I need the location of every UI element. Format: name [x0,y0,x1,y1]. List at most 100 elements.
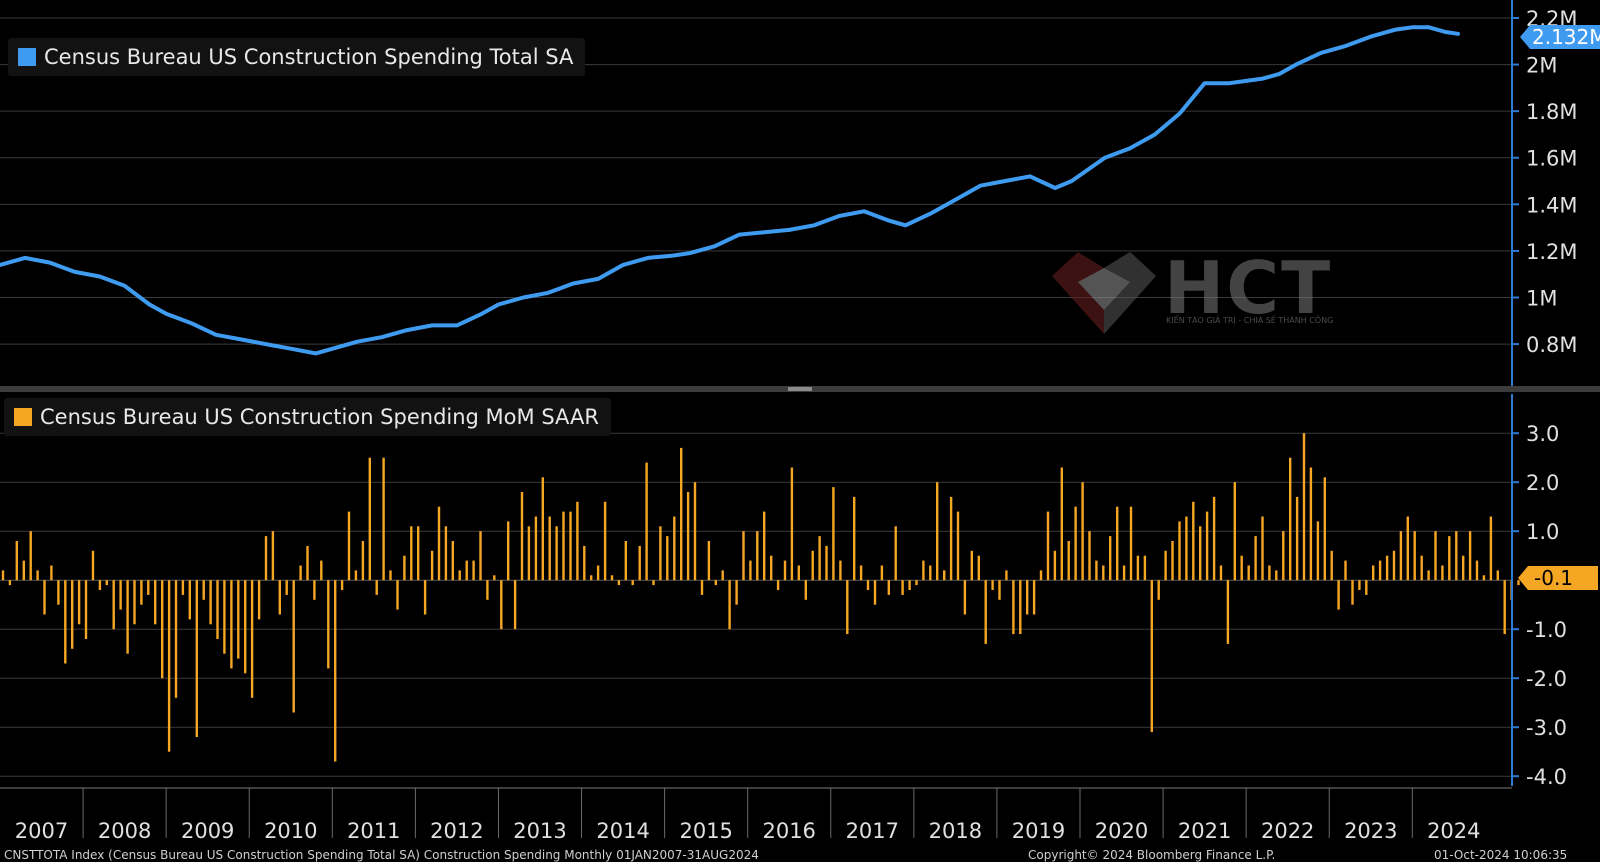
mom-bar [1517,580,1520,586]
bottom-legend: Census Bureau US Construction Spending M… [4,398,611,436]
mom-bar [1330,550,1333,581]
watermark-tagline: KIẾN TẠO GIÁ TRỊ - CHIA SẺ THÀNH CÔNG [1166,316,1334,325]
mom-bar [1323,477,1326,581]
mom-bar [880,565,884,581]
mom-bar [1254,536,1257,581]
mom-bar [29,531,32,581]
mom-bar [1282,531,1285,581]
year-label: 2007 [15,819,68,843]
bottom-tick-label: -3.0 [1526,716,1567,740]
mom-bar [417,526,420,581]
mom-bar [645,462,648,581]
mom-bar [1164,550,1167,581]
mom-bar [742,531,745,581]
mom-bar [1413,531,1416,581]
mom-bar [306,545,309,581]
panel-divider-handle[interactable] [788,387,812,391]
mom-bar [1503,580,1506,635]
top-tick-label: 2M [1526,54,1557,78]
mom-bar [963,580,967,615]
mom-bar [783,560,787,581]
mom-bar [728,580,731,630]
mom-bar [285,580,288,595]
mom-bar [1143,555,1147,581]
bottom-tick-label: -4.0 [1526,765,1567,789]
mom-bar [894,526,897,581]
mom-bar [1275,570,1278,581]
mom-bar [596,565,600,581]
mom-bar [721,570,724,581]
mom-bar [1268,565,1271,581]
mom-bar [686,492,690,581]
mom-bar [873,580,877,605]
mom-bar [1053,550,1057,581]
mom-bar [257,580,261,620]
top-tick-label: 0.8M [1526,333,1578,357]
mom-bar [1358,580,1361,590]
mom-bar [507,521,510,581]
year-label: 2013 [513,819,566,843]
last-value-badge-bottom: -0.1 [1518,566,1598,590]
mom-bar [859,565,863,581]
mom-bar [1378,560,1382,581]
year-label: 2014 [596,819,649,843]
mom-bar [707,541,711,581]
mom-bar [195,580,198,737]
mom-bar [776,580,780,590]
top-legend: Census Bureau US Construction Spending T… [8,38,586,76]
mom-bar [91,550,95,581]
mom-bar [1420,555,1423,581]
mom-bar [147,580,150,595]
mom-bar [943,570,946,581]
mom-bar [541,477,544,581]
mom-bar [437,506,441,581]
mom-bar [154,580,157,625]
mom-bar [36,570,39,581]
mom-bar [763,511,766,581]
year-label: 2016 [762,819,815,843]
mom-bar [1399,531,1403,581]
mom-bar [583,545,586,581]
mom-bar [770,555,773,581]
mom-bar [1102,565,1105,581]
mom-bar [451,541,454,581]
mom-bar [520,492,524,581]
mom-bar [50,565,53,581]
mom-bar [797,565,800,581]
top-tick-label: 1.8M [1526,100,1578,124]
mom-bar [403,555,406,581]
bottom-tick-label: 2.0 [1526,471,1559,495]
mom-bar [382,457,385,581]
mom-bar [1365,580,1368,595]
mom-bar [977,555,980,581]
mom-bar [853,496,856,581]
mom-bar [292,580,295,713]
mom-bar [638,545,641,581]
mom-bar [430,550,434,581]
mom-bar [133,580,136,625]
mom-bar [569,511,572,581]
mom-bar [375,580,378,595]
mom-bar [534,516,538,581]
mom-bar [479,531,482,581]
last-value-bottom: -0.1 [1534,566,1574,590]
mom-bar [1,570,5,581]
mom-bar [1129,506,1133,581]
mom-bar [1171,541,1174,581]
year-label: 2015 [679,819,732,843]
mom-bar [659,526,662,581]
footer-copyright: Copyright© 2024 Bloomberg Finance L.P. [1028,848,1276,862]
bottom-tick-label: -2.0 [1526,667,1567,691]
x-axis: 2007 2008 2009 2010 2011 2012 2013 2014 2015 2016… [0,787,1512,843]
year-label: 2023 [1344,819,1397,843]
top-tick-label: 1.2M [1526,240,1578,264]
mom-bar [368,457,371,581]
mom-bar [1046,511,1050,581]
mom-bar [1226,580,1230,644]
last-value-top: 2.132M [1532,25,1600,49]
year-label: 2011 [347,819,400,843]
mom-bar [1462,555,1465,581]
mom-bar [866,580,870,590]
mom-bar [1455,531,1458,581]
mom-bar [1136,555,1140,581]
